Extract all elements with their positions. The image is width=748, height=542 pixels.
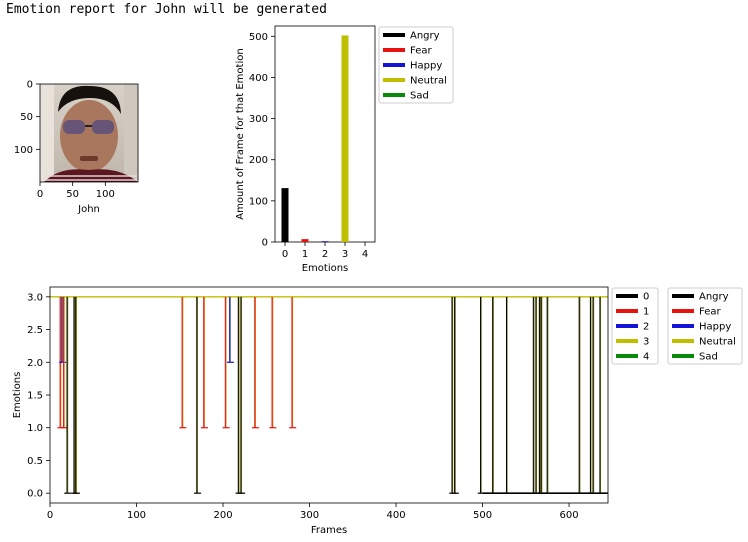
bar-x-tick-label: 4 xyxy=(362,249,368,260)
line-y-tick-label: 1.5 xyxy=(27,391,43,402)
bar-x-tick-label: 3 xyxy=(342,249,348,260)
bar-y-tick-label: 400 xyxy=(249,73,268,84)
line-y-tick-label: 2.0 xyxy=(27,358,43,369)
line-y-tick-label: 0.5 xyxy=(27,456,43,467)
timeline-legend-index-label: 2 xyxy=(643,322,649,333)
bar-legend-label: Angry xyxy=(410,31,440,42)
bar-legend: Angry Fear Happy Neutral Sad xyxy=(378,26,454,104)
line-x-tick-label: 200 xyxy=(213,510,232,521)
timeline-legend-emotion-label: Happy xyxy=(699,322,731,333)
bar-fear xyxy=(301,239,309,242)
emotion-timeline-chart: 0.0 0.5 1.0 1.5 2.0 2.5 3.0 0 100 200 300 400 500 600… xyxy=(12,286,743,536)
bar-x-tick-label: 2 xyxy=(322,249,328,260)
bar-y-tick-label: 200 xyxy=(249,155,268,166)
line-x-tick-label: 100 xyxy=(127,510,146,521)
timeline-legend-emotion: Angry Fear Happy Neutral Sad xyxy=(667,287,743,365)
face-photo xyxy=(40,84,138,182)
line-y-tick-label: 0.0 xyxy=(27,489,43,500)
bar-x-axis-label: Emotions xyxy=(302,263,349,274)
line-y-tick-label: 3.0 xyxy=(27,292,43,303)
line-x-tick-label: 0 xyxy=(47,510,53,521)
bar-y-tick-label: 0 xyxy=(262,238,268,249)
timeline-legend-emotion-label: Sad xyxy=(699,352,718,363)
line-x-tick-label: 300 xyxy=(300,510,319,521)
bar-legend-label: Fear xyxy=(410,46,432,57)
bar-x-tick-label: 1 xyxy=(302,249,308,260)
report-title: Emotion report for John will be generate… xyxy=(6,2,327,17)
face-x-tick-label: 0 xyxy=(37,189,43,200)
bar-happy xyxy=(321,241,329,242)
bar-legend-label: Happy xyxy=(410,61,442,72)
bar-angry xyxy=(281,188,289,242)
bar-y-tick-label: 100 xyxy=(249,196,268,207)
line-x-axis-label: Frames xyxy=(311,525,347,536)
line-x-tick-label: 400 xyxy=(386,510,405,521)
face-x-tick-label: 100 xyxy=(96,189,115,200)
line-y-tick-label: 1.0 xyxy=(27,423,43,434)
timeline-legend-emotion-label: Neutral xyxy=(699,337,736,348)
face-y-tick-label: 100 xyxy=(14,145,33,156)
timeline-legend-index: 0 1 2 3 4 xyxy=(611,287,659,365)
bar-y-axis-label: Amount of Frame for that Emotion xyxy=(235,48,246,219)
line-y-axis-label: Emotions xyxy=(12,372,23,419)
line-x-tick-label: 600 xyxy=(560,510,579,521)
timeline-legend-index-label: 0 xyxy=(643,292,649,303)
timeline-legend-index-label: 3 xyxy=(643,337,649,348)
bar-legend-label: Neutral xyxy=(410,76,447,87)
line-y-tick-label: 2.5 xyxy=(27,325,43,336)
face-y-tick-label: 50 xyxy=(20,112,33,123)
emotion-bar-chart: 0 100 200 300 400 500 0 1 2 3 4 Amount of Frame fo… xyxy=(235,25,454,274)
bar-y-tick-label: 300 xyxy=(249,114,268,125)
timeline-legend-index-label: 4 xyxy=(643,352,649,363)
face-x-tick-label: 50 xyxy=(66,189,79,200)
face-y-tick-label: 0 xyxy=(27,80,33,91)
face-x-axis-label: John xyxy=(77,204,100,215)
timeline-legend-emotion-frame xyxy=(667,287,743,365)
bar-legend-label: Sad xyxy=(410,91,429,102)
timeline-legend-emotion-label: Angry xyxy=(699,292,729,303)
timeline-legend-emotion-label: Fear xyxy=(699,307,721,318)
bar-x-tick-label: 0 xyxy=(282,249,288,260)
bar-y-tick-label: 500 xyxy=(249,32,268,43)
line-x-tick-label: 500 xyxy=(473,510,492,521)
face-image-panel: 0 50 100 0 50 100 xyxy=(14,80,139,200)
bar-neutral xyxy=(341,35,349,242)
bar-legend-frame xyxy=(378,26,454,104)
timeline-legend-index-label: 1 xyxy=(643,307,649,318)
